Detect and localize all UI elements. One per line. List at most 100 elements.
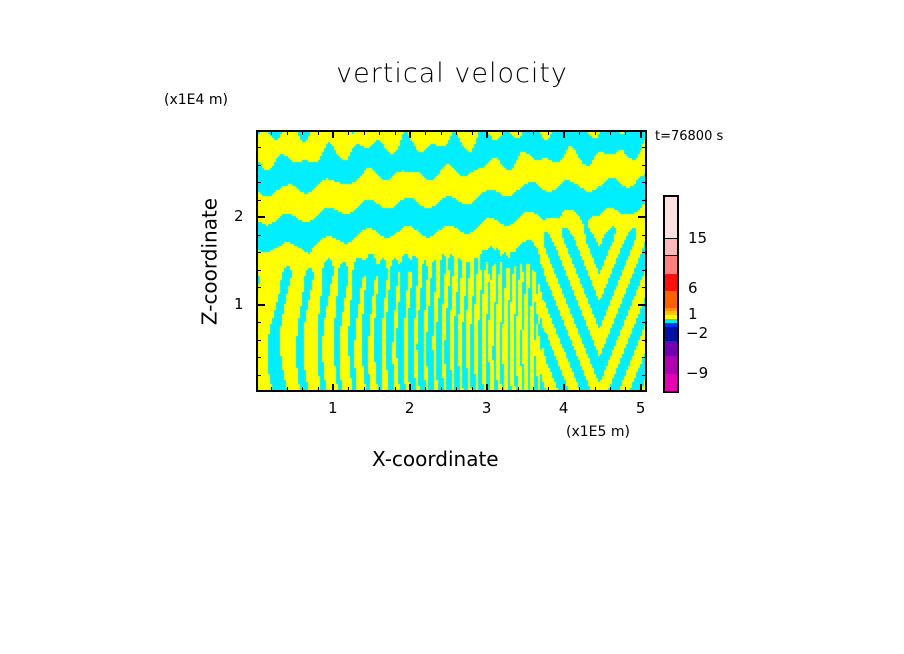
x-tick-label: 3 xyxy=(481,399,492,417)
x-tick-minor-top xyxy=(456,130,458,135)
colorbar-segment xyxy=(663,307,679,312)
contour-field xyxy=(256,130,647,392)
x-tick-minor-top xyxy=(317,130,319,135)
y-tick-minor xyxy=(256,252,261,254)
x-tick-minor-top xyxy=(363,130,365,135)
y-tick-minor-right xyxy=(642,147,647,149)
y-tick-major-right xyxy=(638,216,647,219)
y-tick-minor-right xyxy=(642,339,647,341)
x-tick-minor xyxy=(625,387,627,392)
x-tick-minor xyxy=(363,387,365,392)
y-tick-minor xyxy=(256,322,261,324)
x-tick-major xyxy=(331,384,334,392)
colorbar-label: −9 xyxy=(686,364,709,382)
colorbar-segment xyxy=(663,310,679,316)
x-tick-minor-top xyxy=(271,130,273,135)
x-tick-label: 1 xyxy=(327,399,338,417)
x-tick-minor xyxy=(610,387,612,392)
x-tick-label: 2 xyxy=(404,399,415,417)
y-tick-major xyxy=(256,216,265,219)
y-tick-minor xyxy=(256,199,261,201)
x-tick-label: 5 xyxy=(635,399,646,417)
y-tick-minor-right xyxy=(642,182,647,184)
y-tick-minor xyxy=(256,287,261,289)
colorbar xyxy=(663,195,679,394)
y-tick-minor-right xyxy=(642,322,647,324)
x-tick-minor-top xyxy=(533,130,535,135)
x-tick-minor xyxy=(302,387,304,392)
colorbar-label: 6 xyxy=(688,279,698,297)
y-tick-minor-right xyxy=(642,287,647,289)
x-tick-minor-top xyxy=(548,130,550,135)
y-tick-minor-right xyxy=(642,234,647,236)
x-tick-minor xyxy=(502,387,504,392)
colorbar-label: 15 xyxy=(688,229,708,247)
x-tick-minor xyxy=(317,387,319,392)
x-tick-minor xyxy=(579,387,581,392)
y-tick-minor-right xyxy=(642,164,647,166)
plot-area xyxy=(256,130,647,392)
x-tick-minor-top xyxy=(579,130,581,135)
y-tick-label: 2 xyxy=(234,207,244,226)
y-tick-major-right xyxy=(638,303,647,306)
x-tick-major-top xyxy=(408,130,411,138)
y-tick-minor xyxy=(256,234,261,236)
x-tick-label: 4 xyxy=(558,399,569,417)
colorbar-frame xyxy=(663,195,679,393)
x-tick-minor xyxy=(394,387,396,392)
x-tick-minor-top xyxy=(394,130,396,135)
x-tick-minor-top xyxy=(610,130,612,135)
colorbar-segment xyxy=(663,273,679,291)
x-tick-major-top xyxy=(331,130,334,138)
y-tick-minor xyxy=(256,374,261,376)
x-tick-major xyxy=(485,384,488,392)
x-tick-major xyxy=(408,384,411,392)
y-tick-minor-right xyxy=(642,199,647,201)
y-tick-minor-right xyxy=(642,252,647,254)
x-tick-minor xyxy=(548,387,550,392)
x-tick-minor xyxy=(456,387,458,392)
chart-title: vertical velocity xyxy=(336,58,568,89)
x-tick-minor xyxy=(271,387,273,392)
x-tick-minor xyxy=(348,387,350,392)
x-tick-minor-top xyxy=(425,130,427,135)
y-tick-label: 1 xyxy=(234,294,244,313)
time-label: t=76800 s xyxy=(655,129,724,144)
y-tick-minor xyxy=(256,269,261,271)
x-tick-minor-top xyxy=(302,130,304,135)
colorbar-segment xyxy=(663,314,679,320)
y-tick-minor xyxy=(256,182,261,184)
x-tick-minor-top xyxy=(348,130,350,135)
y-tick-minor xyxy=(256,147,261,149)
colorbar-segment xyxy=(663,373,679,394)
x-tick-minor xyxy=(471,387,473,392)
y-tick-minor-right xyxy=(642,269,647,271)
y-tick-minor-right xyxy=(642,374,647,376)
colorbar-segment xyxy=(663,318,679,323)
x-tick-minor-top xyxy=(471,130,473,135)
y-tick-minor xyxy=(256,339,261,341)
colorbar-segment xyxy=(663,322,679,327)
y-axis-unit: (x1E4 m) xyxy=(164,92,228,108)
x-tick-minor xyxy=(533,387,535,392)
colorbar-label: −2 xyxy=(686,324,709,342)
x-tick-minor-top xyxy=(379,130,381,135)
x-tick-major-top xyxy=(639,130,642,138)
y-tick-minor xyxy=(256,164,261,166)
x-tick-major-top xyxy=(485,130,488,138)
colorbar-segment xyxy=(663,340,679,357)
colorbar-label: 1 xyxy=(688,305,698,323)
x-tick-major xyxy=(562,384,565,392)
x-tick-minor-top xyxy=(517,130,519,135)
x-tick-minor-top xyxy=(286,130,288,135)
x-tick-minor xyxy=(286,387,288,392)
x-tick-minor-top xyxy=(625,130,627,135)
x-tick-minor-top xyxy=(502,130,504,135)
x-axis-label: X-coordinate xyxy=(372,447,499,471)
y-tick-minor xyxy=(256,357,261,359)
y-tick-minor-right xyxy=(642,357,647,359)
x-tick-minor-top xyxy=(594,130,596,135)
x-axis-unit: (x1E5 m) xyxy=(566,424,630,440)
x-tick-major-top xyxy=(562,130,565,138)
x-tick-minor xyxy=(517,387,519,392)
